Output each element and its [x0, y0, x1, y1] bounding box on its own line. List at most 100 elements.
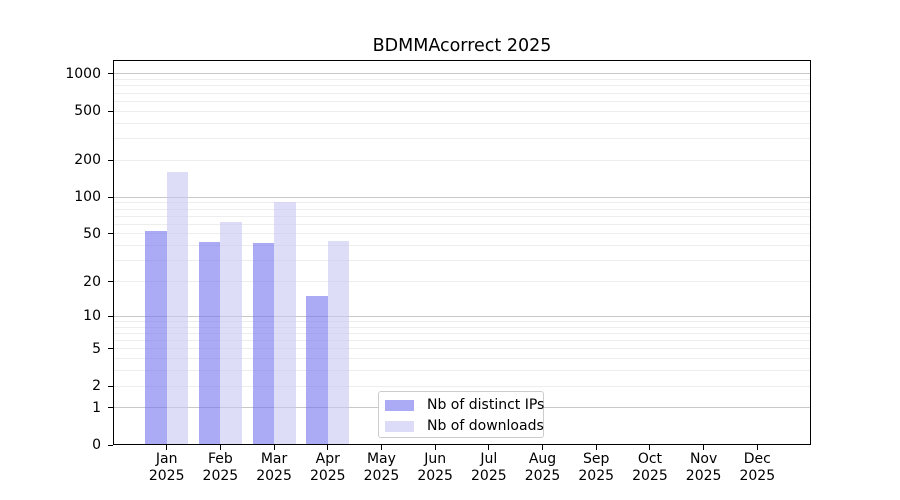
y-tick-label-500: 500	[74, 103, 101, 120]
x-tick-mark	[703, 445, 705, 450]
tick-marks-layer	[108, 60, 811, 450]
gridline-minor	[113, 320, 811, 322]
x-tick-label-month: Apr	[315, 451, 340, 467]
x-tick-label-month: Oct	[637, 451, 663, 467]
x-tick-mark	[542, 445, 544, 450]
gridline-minor	[113, 358, 811, 360]
x-tick-label-month: Feb	[207, 451, 233, 467]
gridline-major	[113, 73, 811, 75]
x-tick-label-month: Aug	[528, 451, 557, 467]
gridline-minor	[113, 326, 811, 328]
x-tick-label-year: 2025	[632, 468, 668, 484]
bar-mar-downloads	[274, 201, 296, 445]
y-tick-mark	[108, 315, 113, 317]
gridline-minor	[113, 79, 811, 81]
x-tick-mark	[756, 445, 758, 450]
x-tick-label-dec: Dec 2025	[722, 451, 792, 485]
gridline-minor	[113, 100, 811, 102]
x-tick-label-year: 2025	[202, 468, 239, 484]
gridline-major	[113, 196, 811, 198]
bar-mar-distinct-ips	[252, 243, 275, 445]
y-tick-mark	[108, 385, 113, 387]
gridline-minor	[113, 370, 811, 372]
gridline-minor	[113, 260, 811, 262]
legend-row-distinct-ips: Nb of distinct IPs	[385, 395, 545, 416]
y-tick-label-50: 50	[83, 225, 101, 242]
x-tick-mark	[434, 445, 436, 450]
legend: Nb of distinct IPs Nb of downloads	[378, 391, 544, 438]
x-tick-mark	[380, 445, 382, 450]
bars-layer	[113, 60, 811, 445]
x-tick-label-year: 2025	[363, 468, 400, 484]
x-tick-label-year: 2025	[309, 468, 346, 484]
x-tick-label-mar: Mar 2025	[239, 451, 309, 485]
legend-swatch-downloads	[385, 421, 414, 432]
y-tick-mark	[108, 233, 113, 235]
x-tick-label-month: Nov	[689, 451, 718, 467]
bar-jan-downloads	[166, 172, 189, 445]
x-tick-label-month: Jul	[480, 451, 498, 467]
gridline-minor	[113, 245, 811, 247]
x-tick-label-feb: Feb 2025	[185, 451, 255, 485]
legend-swatch-distinct-ips	[385, 400, 414, 411]
y-tick-label-10: 10	[83, 308, 101, 325]
bar-feb-downloads	[220, 221, 242, 445]
y-tick-mark	[108, 110, 113, 112]
bar-feb-distinct-ips	[198, 241, 221, 445]
x-tick-label-year: 2025	[256, 468, 292, 484]
x-tick-mark	[488, 445, 490, 450]
x-tick-label-year: 2025	[524, 468, 561, 484]
bar-apr-downloads	[327, 240, 350, 445]
gridline-minor	[113, 348, 811, 350]
bar-apr-distinct-ips	[306, 296, 328, 445]
legend-row-downloads: Nb of downloads	[385, 416, 544, 437]
x-tick-mark	[273, 445, 275, 450]
chart-title: BDMMAcorrect 2025	[372, 36, 552, 56]
x-tick-label-jan: Jan 2025	[132, 451, 202, 485]
x-tick-label-month: Jun	[424, 451, 447, 467]
y-tick-mark	[108, 348, 113, 350]
gridline-minor	[113, 332, 811, 334]
x-tick-mark	[649, 445, 651, 450]
x-tick-label-year: 2025	[148, 468, 185, 484]
x-tick-label-month: Jan	[155, 451, 178, 467]
gridline-major	[113, 315, 811, 317]
x-tick-mark	[219, 445, 221, 450]
x-tick-label-month: May	[366, 451, 396, 467]
legend-label: Nb of downloads	[427, 418, 544, 434]
gridline-minor	[113, 92, 811, 94]
x-tick-label-month: Mar	[260, 451, 288, 467]
x-tick-label-month: Dec	[743, 451, 771, 467]
y-tick-label-2: 2	[92, 378, 101, 394]
gridline-minor	[113, 208, 811, 210]
plot-area: Nb of distinct IPs Nb of downloads	[108, 60, 811, 450]
x-tick-label-year: 2025	[685, 468, 722, 484]
x-tick-label-year: 2025	[471, 468, 507, 484]
y-tick-label-1: 1	[92, 399, 101, 416]
gridline-minor	[113, 233, 811, 235]
x-tick-label-year: 2025	[739, 468, 776, 484]
gridline-minor	[113, 202, 811, 204]
gridline-minor	[113, 385, 811, 387]
gridline-minor	[113, 122, 811, 124]
x-tick-label-year: 2025	[417, 468, 453, 484]
y-tick-mark	[108, 281, 113, 282]
y-tick-mark	[108, 159, 113, 161]
x-tick-label-jul: Jul 2025	[454, 451, 524, 485]
x-tick-label-oct: Oct 2025	[615, 451, 685, 485]
y-tick-label-200: 200	[74, 152, 101, 169]
y-tick-label-100: 100	[74, 189, 101, 206]
gridline-minor	[113, 85, 811, 87]
gridline-minor	[113, 159, 811, 161]
x-tick-mark	[595, 445, 597, 450]
y-tick-label-5: 5	[92, 340, 101, 357]
gridline-minor	[113, 281, 811, 282]
y-tick-label-0: 0	[92, 437, 101, 453]
y-tick-mark	[108, 196, 113, 198]
x-tick-mark	[327, 445, 329, 450]
x-tick-label-may: May 2025	[346, 451, 416, 485]
legend-label: Nb of distinct IPs	[427, 397, 545, 413]
gridline-minor	[113, 223, 811, 225]
y-tick-mark	[108, 407, 113, 409]
